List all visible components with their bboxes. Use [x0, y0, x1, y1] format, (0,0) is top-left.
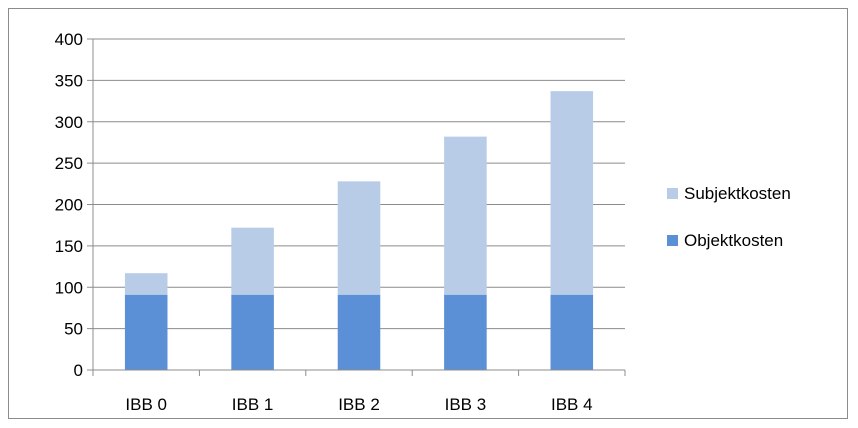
- x-tick-label: IBB 1: [232, 395, 274, 414]
- x-tick-label: IBB 3: [445, 395, 487, 414]
- bar-subjektkosten-0: [124, 273, 168, 295]
- bar-objektkosten-4: [550, 294, 594, 370]
- y-tick-label: 150: [55, 237, 83, 256]
- x-tick-label: IBB 2: [338, 395, 380, 414]
- bar-subjektkosten-2: [337, 181, 381, 295]
- legend-label-objektkosten: Objektkosten: [684, 231, 783, 250]
- y-tick-label: 100: [55, 278, 83, 297]
- gridlines: [93, 38, 625, 330]
- bar-objektkosten-3: [444, 294, 487, 370]
- legend-swatch-subjektkosten: [667, 188, 678, 199]
- y-tick-labels: 0 50 100 150 200 250 300 350 400: [55, 30, 83, 380]
- legend-label-subjektkosten: Subjektkosten: [684, 184, 791, 203]
- legend: Subjektkosten Objektkosten: [667, 184, 791, 250]
- y-tick-label: 350: [55, 71, 83, 90]
- x-tick-labels: IBB 0 IBB 1 IBB 2 IBB 3 IBB 4: [125, 395, 592, 414]
- y-tick-label: 50: [64, 320, 83, 339]
- bar-subjektkosten-1: [231, 227, 274, 295]
- y-tick-label: 400: [55, 30, 83, 49]
- legend-swatch-objektkosten: [667, 235, 678, 246]
- x-tick-label: IBB 4: [551, 395, 593, 414]
- bar-objektkosten-1: [231, 294, 274, 370]
- bar-subjektkosten-3: [444, 136, 487, 295]
- bars: [124, 91, 594, 370]
- y-tick-label: 0: [74, 361, 83, 380]
- bar-subjektkosten-4: [550, 91, 594, 295]
- y-tick-label: 200: [55, 196, 83, 215]
- axes: [87, 38, 626, 376]
- x-tick-label: IBB 0: [125, 395, 167, 414]
- bar-objektkosten-2: [337, 294, 381, 370]
- y-tick-label: 300: [55, 113, 83, 132]
- bar-objektkosten-0: [124, 294, 168, 370]
- y-tick-label: 250: [55, 154, 83, 173]
